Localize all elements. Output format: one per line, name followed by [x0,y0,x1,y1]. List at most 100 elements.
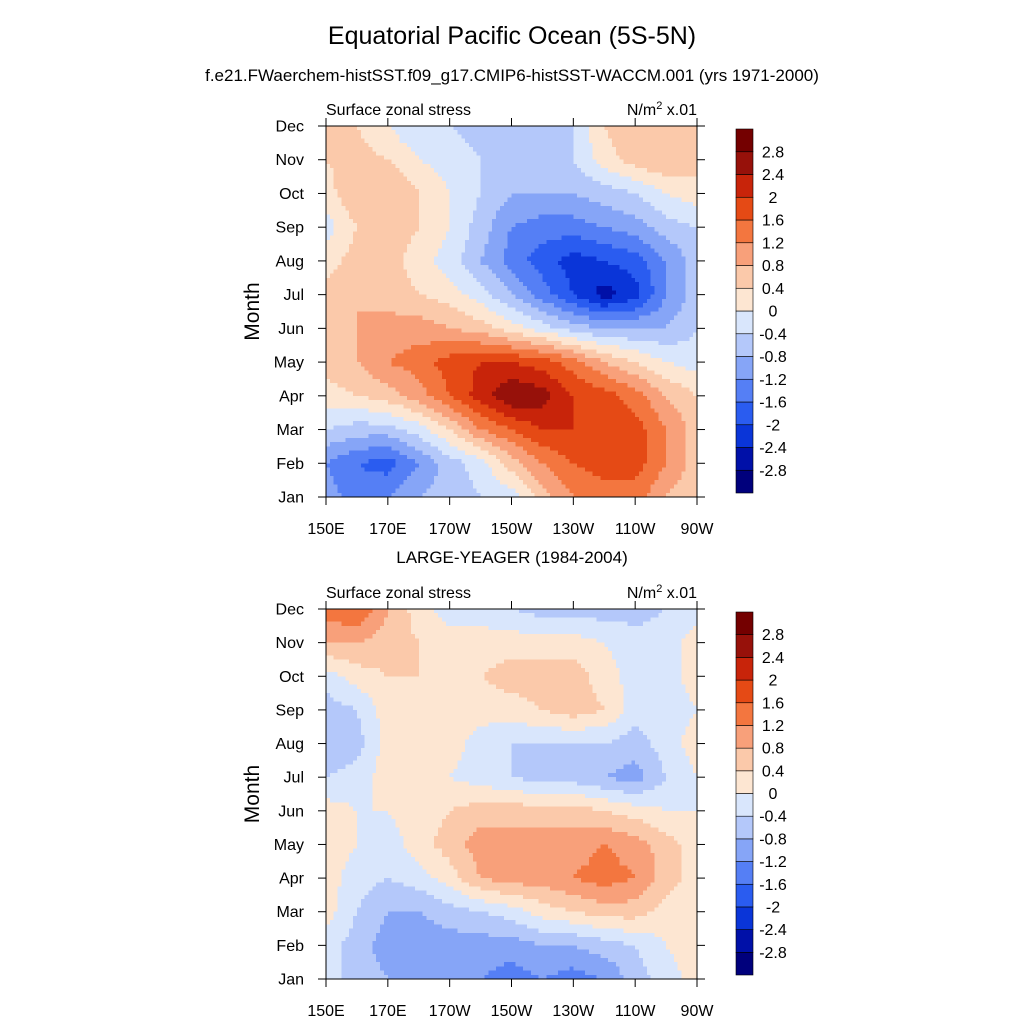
field-cell [353,185,358,190]
field-cell [581,315,586,321]
field-cell [515,315,520,321]
field-cell [565,303,571,308]
field-cell [689,252,694,258]
field-cell [422,311,428,317]
field-cell [681,231,686,237]
field-cell [434,189,439,195]
field-cell [526,130,532,136]
field-cell [353,172,358,178]
field-cell [445,134,451,140]
field-cell [349,134,354,140]
field-cell [441,138,447,144]
field-cell [426,307,431,313]
field-cell [364,328,370,334]
field-cell [337,252,343,258]
field-cell [372,298,377,304]
field-cell [530,324,536,329]
field-cell [414,311,420,317]
field-cell [507,252,513,258]
field-cell [391,235,397,241]
field-cell [654,239,659,245]
field-cell [326,142,331,148]
field-cell [689,286,694,292]
field-cell [577,298,582,304]
field-cell [422,324,428,329]
field-cell [627,126,632,131]
field-cell [368,303,373,308]
field-cell [476,332,482,338]
field-cell [496,341,501,346]
field-cell [326,269,331,275]
field-cell [619,303,625,308]
field-cell [596,130,601,136]
field-cell [434,277,439,283]
field-cell [550,324,555,329]
field-cell [557,231,563,237]
field-cell [488,214,493,220]
field-cell [693,218,698,224]
field-cell [673,172,679,178]
field-cell [449,286,455,292]
field-cell [484,126,489,131]
field-cell [596,265,601,270]
field-cell [492,130,497,136]
field-cell [395,235,401,241]
field-cell [565,307,571,313]
field-cell [414,315,420,321]
field-cell [627,235,632,241]
field-cell [662,319,667,325]
field-cell [430,227,435,232]
field-cell [615,319,621,325]
field-cell [434,193,439,199]
field-cell [341,298,346,304]
field-cell [349,248,354,254]
field-cell [422,265,428,270]
field-cell [353,265,358,270]
field-cell [480,298,486,304]
field-cell [399,315,404,321]
field-cell [326,286,331,292]
field-cell [561,159,567,165]
field-cell [534,294,540,300]
field-cell [430,142,435,148]
field-cell [608,328,613,334]
field-cell [326,294,331,300]
field-cell [600,311,605,317]
field-cell [414,155,420,161]
field-cell [345,206,350,211]
field-cell [592,235,598,241]
field-cell [658,163,663,169]
field-cell [561,311,567,317]
field-cell [581,168,586,173]
field-cell [611,286,617,292]
field-cell [449,126,455,131]
field-cell [488,176,493,182]
field-cell [492,319,497,325]
field-cell [639,248,644,254]
field-cell [449,281,455,287]
field-cell [611,244,617,249]
field-cell [550,197,555,203]
field-cell [608,332,613,338]
field-cell [438,172,443,178]
field-cell [600,151,605,157]
field-cell [383,138,389,144]
field-cell [503,239,509,245]
field-cell [639,126,644,131]
field-cell [349,201,354,207]
field-cell [627,214,632,220]
field-cell [480,227,486,232]
field-cell [360,142,366,148]
field-cell [584,265,590,270]
field-cell [561,189,567,195]
field-cell [329,273,335,279]
field-cell [476,197,482,203]
field-cell [554,290,559,296]
field-cell [376,252,381,258]
field-cell [407,324,412,329]
field-cell [565,248,571,254]
field-cell [693,180,698,186]
field-cell [685,281,690,287]
field-cell [399,336,404,342]
field-cell [356,260,362,266]
